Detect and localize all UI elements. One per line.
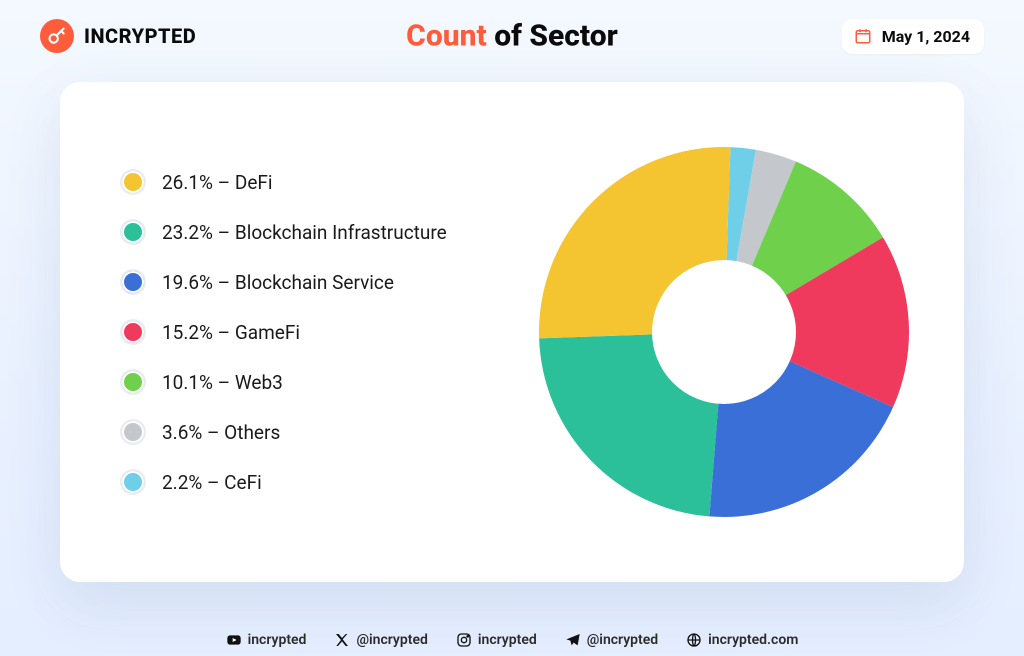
legend-label: 23.2% – Blockchain Infrastructure [162, 221, 447, 244]
x-icon [334, 632, 350, 648]
legend-swatch-others [120, 419, 146, 445]
legend-swatch-svc [120, 269, 146, 295]
footer-globe: incrypted.com [686, 632, 798, 648]
legend-swatch-cefi [120, 469, 146, 495]
chart-card: 26.1% – DeFi 23.2% – Blockchain Infrastr… [60, 82, 964, 582]
legend-item-infra: 23.2% – Blockchain Infrastructure [120, 219, 534, 245]
legend-swatch-defi [120, 169, 146, 195]
date-badge: May 1, 2024 [842, 19, 984, 54]
legend-label: 2.2% – CeFi [162, 471, 262, 494]
footer-telegram: @incrypted [565, 632, 658, 648]
page-title-accent: Count [406, 19, 487, 54]
calendar-icon [854, 27, 872, 45]
footer-label: @incrypted [587, 632, 658, 648]
legend-swatch-web3 [120, 369, 146, 395]
footer-instagram: incrypted [456, 632, 537, 648]
legend-label: 3.6% – Others [162, 421, 280, 444]
legend-item-gamefi: 15.2% – GameFi [120, 319, 534, 345]
footer-x: @incrypted [334, 632, 427, 648]
page-title: Count of Sector [406, 19, 618, 54]
legend-item-svc: 19.6% – Blockchain Service [120, 269, 534, 295]
legend-label: 26.1% – DeFi [162, 171, 273, 194]
brand-logo-icon [40, 19, 74, 53]
legend-swatch-infra [120, 219, 146, 245]
legend: 26.1% – DeFi 23.2% – Blockchain Infrastr… [120, 169, 534, 495]
youtube-icon [226, 632, 242, 648]
footer-label: incrypted [478, 632, 537, 648]
instagram-icon [456, 632, 472, 648]
legend-label: 19.6% – Blockchain Service [162, 271, 394, 294]
legend-label: 15.2% – GameFi [162, 321, 300, 344]
footer-youtube: incrypted [226, 632, 307, 648]
footer-label: incrypted.com [708, 632, 798, 648]
brand: INCRYPTED [40, 19, 196, 53]
legend-item-web3: 10.1% – Web3 [120, 369, 534, 395]
legend-item-cefi: 2.2% – CeFi [120, 469, 534, 495]
header: INCRYPTED Count of Sector May 1, 2024 [0, 0, 1024, 72]
legend-item-defi: 26.1% – DeFi [120, 169, 534, 195]
globe-icon [686, 632, 702, 648]
brand-name: INCRYPTED [84, 24, 196, 48]
page-title-rest: of Sector [487, 19, 618, 54]
legend-item-others: 3.6% – Others [120, 419, 534, 445]
footer-label: incrypted [248, 632, 307, 648]
legend-label: 10.1% – Web3 [162, 371, 283, 394]
donut-hole [652, 260, 796, 404]
footer-label: @incrypted [356, 632, 427, 648]
donut-chart [534, 142, 914, 522]
legend-swatch-gamefi [120, 319, 146, 345]
donut-svg [534, 142, 914, 522]
footer-social: incrypted @incrypted incrypted @incrypte… [0, 632, 1024, 648]
date-label: May 1, 2024 [882, 27, 970, 46]
telegram-icon [565, 632, 581, 648]
